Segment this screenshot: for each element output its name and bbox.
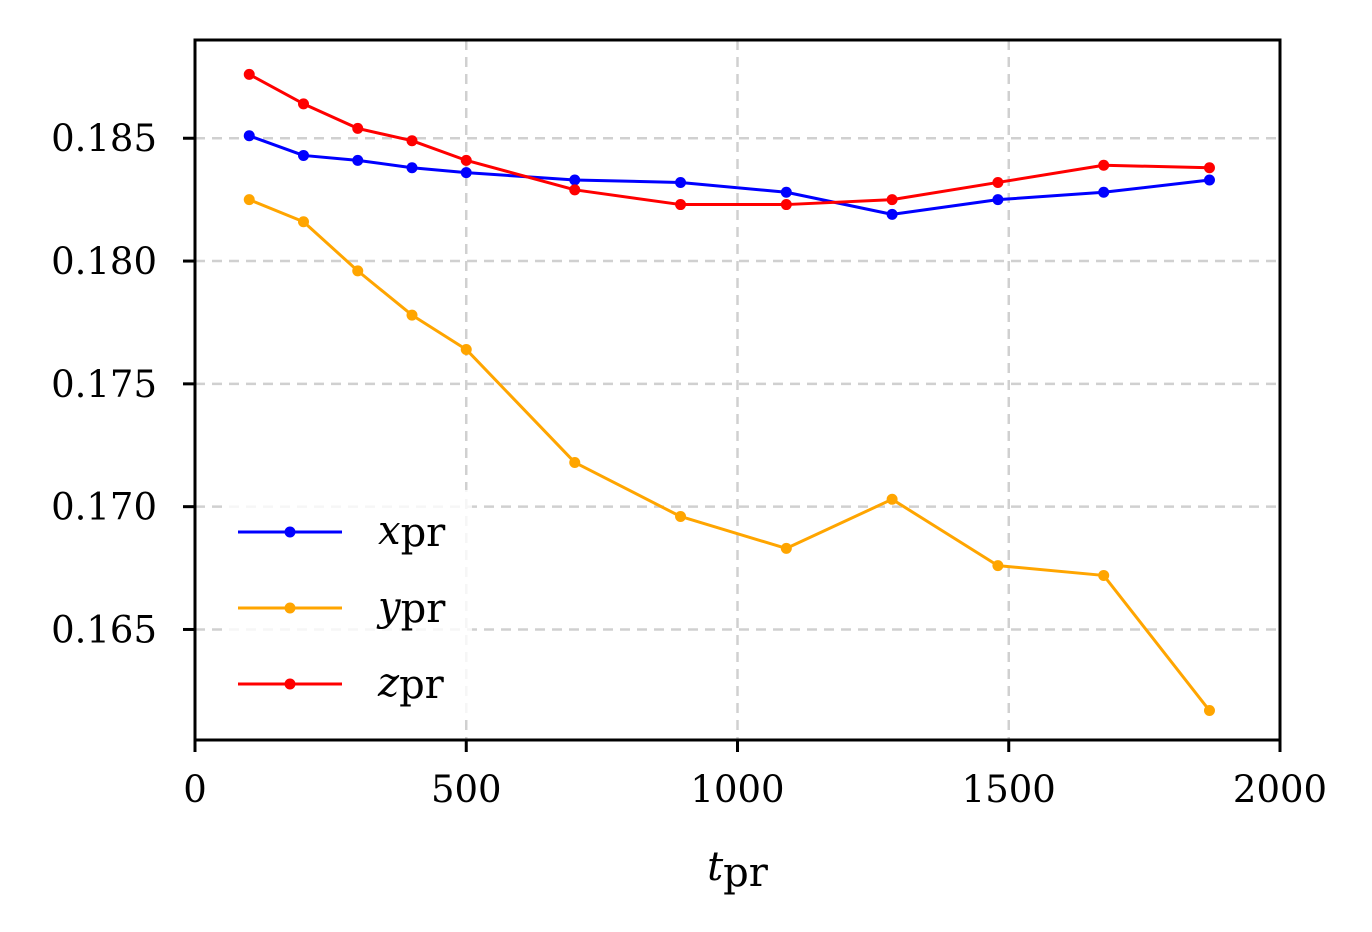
legend-label-main: y (376, 584, 402, 630)
data-point-z_pr (406, 135, 418, 147)
data-point-y_pr (243, 194, 255, 206)
data-point-z_pr (298, 98, 309, 110)
data-point-x_pr (352, 154, 364, 166)
series-y_pr (243, 194, 1215, 717)
data-point-y_pr (780, 542, 792, 554)
data-point-x_pr (1203, 174, 1215, 186)
data-point-y_pr (886, 493, 898, 505)
y-tick-label: 0.175 (51, 363, 157, 406)
data-point-x_pr (992, 194, 1004, 206)
legend-swatch-marker (284, 602, 296, 614)
y-tick-label: 0.180 (51, 240, 157, 283)
data-point-y_pr (675, 510, 687, 522)
x-tick-label: 0 (183, 768, 207, 811)
x-axis-title: tpr (707, 844, 769, 896)
axis-ticks: 0 500 1000 1500 2000 0.165 0.170 0.175 0.180 0.18… (51, 117, 1327, 811)
series-lines (243, 68, 1215, 717)
data-point-y_pr (569, 456, 581, 468)
data-point-z_pr (352, 122, 364, 134)
series-z_pr (243, 68, 1215, 211)
data-point-y_pr (1098, 569, 1110, 581)
legend-item-x_pr: xpr (238, 508, 446, 556)
series-line-y_pr (248, 198, 1211, 712)
legend-box (222, 490, 472, 720)
data-point-z_pr (992, 176, 1004, 188)
x-axis-title-main: t (707, 844, 724, 890)
legend-label-main: x (378, 508, 401, 554)
series-line-z_pr (248, 73, 1210, 207)
legend-swatch-marker (284, 678, 296, 690)
data-point-y_pr (992, 560, 1004, 572)
data-point-x_pr (886, 208, 898, 220)
data-point-z_pr (675, 199, 687, 211)
y-tick-label: 0.170 (51, 486, 157, 529)
data-point-x_pr (460, 167, 472, 179)
series-line-x_pr (248, 134, 1210, 216)
legend-label: ypr (376, 584, 446, 632)
data-point-z_pr (1203, 162, 1215, 174)
data-point-x_pr (780, 186, 792, 198)
data-point-x_pr (406, 162, 418, 174)
legend-label-subscript: pr (399, 662, 445, 708)
x-tick-label: 2000 (1233, 768, 1327, 811)
legend-label: xpr (378, 508, 446, 556)
y-tick-label: 0.185 (51, 117, 157, 160)
legend-item-z_pr: zpr (238, 660, 445, 708)
data-point-y_pr (298, 216, 309, 228)
data-point-z_pr (886, 194, 898, 206)
data-point-z_pr (1098, 159, 1110, 171)
data-point-y_pr (406, 309, 418, 321)
legend-label-subscript: pr (401, 586, 447, 632)
legend-label-main: z (377, 660, 400, 706)
x-tick-label: 1500 (962, 768, 1056, 811)
data-point-z_pr (460, 154, 472, 166)
x-tick-label: 500 (431, 768, 502, 811)
data-point-z_pr (780, 199, 792, 211)
data-point-x_pr (569, 174, 581, 186)
legend-swatch-marker (284, 526, 296, 538)
data-point-x_pr (1098, 186, 1110, 198)
legend-label-subscript: pr (401, 510, 447, 556)
data-point-y_pr (352, 265, 364, 277)
series-x_pr (243, 130, 1215, 220)
data-point-z_pr (569, 184, 581, 196)
x-axis-title-subscript: pr (723, 850, 769, 896)
data-point-x_pr (243, 130, 255, 142)
legend-label: zpr (377, 660, 445, 708)
data-point-x_pr (298, 149, 309, 161)
y-tick-label: 0.165 (51, 608, 157, 651)
data-point-y_pr (460, 343, 472, 355)
legend-item-y_pr: ypr (238, 584, 446, 632)
data-point-y_pr (1203, 705, 1215, 717)
x-tick-label: 1000 (690, 768, 784, 811)
data-point-x_pr (675, 176, 687, 188)
data-point-z_pr (243, 68, 255, 80)
